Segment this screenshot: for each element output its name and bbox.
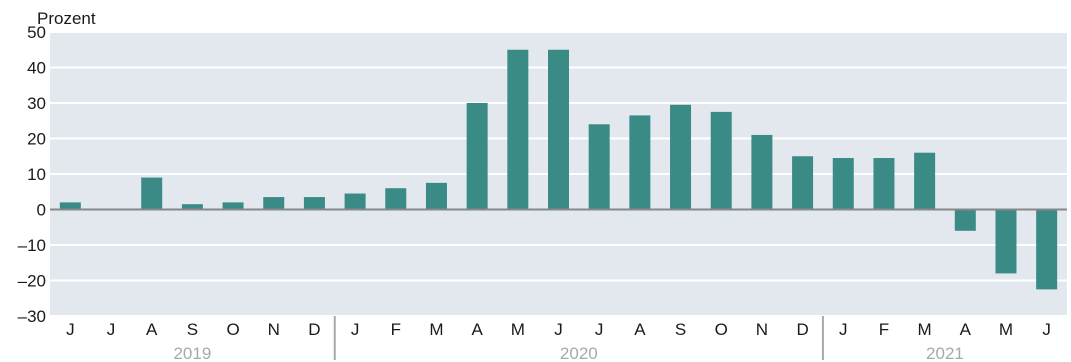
bar (222, 202, 244, 210)
x-tick-label: J (1042, 320, 1051, 339)
x-tick-label: D (796, 320, 808, 339)
bar (303, 197, 325, 210)
y-tick-label: 10 (27, 165, 46, 184)
bar (751, 134, 773, 210)
year-label: 2020 (560, 344, 598, 362)
y-axis-ticks: 50 40 30 20 10 0 –10 –20 –30 (18, 23, 46, 326)
x-tick-label: A (471, 320, 483, 339)
x-tick-label: O (715, 320, 728, 339)
bar (59, 202, 81, 210)
bar (181, 204, 203, 210)
x-tick-label: J (66, 320, 75, 339)
x-tick-label: J (554, 320, 563, 339)
y-tick-label: –20 (18, 272, 46, 291)
bar (385, 188, 407, 210)
x-tick-label: N (268, 320, 280, 339)
y-tick-label: –30 (18, 307, 46, 326)
bar (995, 209, 1017, 274)
x-tick-label: S (675, 320, 686, 339)
x-tick-label: J (107, 320, 116, 339)
bar (507, 49, 529, 210)
bar (832, 158, 854, 210)
x-tick-label: M (918, 320, 932, 339)
year-axis: 2019 2020 2021 (173, 316, 964, 362)
y-axis-unit-label: Prozent (37, 9, 96, 28)
x-tick-label: F (391, 320, 401, 339)
bar (141, 177, 163, 210)
x-tick-label: D (308, 320, 320, 339)
y-tick-label: 40 (27, 59, 46, 78)
x-tick-label: F (879, 320, 889, 339)
x-tick-label: M (511, 320, 525, 339)
x-tick-label: J (595, 320, 604, 339)
x-tick-label: A (634, 320, 646, 339)
bar (344, 193, 366, 210)
x-tick-label: A (960, 320, 972, 339)
x-tick-label: M (429, 320, 443, 339)
bar (954, 209, 976, 231)
year-label: 2019 (173, 344, 211, 362)
y-tick-label: 20 (27, 130, 46, 149)
x-tick-label: J (351, 320, 360, 339)
bar (548, 49, 569, 210)
x-tick-label: N (756, 320, 768, 339)
bar (629, 115, 651, 210)
bars (59, 49, 1058, 290)
year-label: 2021 (926, 344, 964, 362)
bar (466, 103, 488, 210)
y-tick-label: –10 (18, 236, 46, 255)
y-tick-label: 0 (37, 201, 46, 220)
y-tick-label: 30 (27, 94, 46, 113)
bar (670, 104, 692, 210)
bar (914, 152, 936, 210)
bar (263, 197, 285, 210)
bar (792, 156, 814, 210)
x-tick-label: O (226, 320, 239, 339)
x-tick-label: M (999, 320, 1013, 339)
x-tick-label: J (839, 320, 848, 339)
bar (588, 124, 610, 210)
bar (425, 182, 447, 210)
bar (873, 158, 895, 210)
x-tick-label: A (146, 320, 158, 339)
x-tick-label: S (187, 320, 198, 339)
y-tick-label: 50 (27, 23, 46, 42)
bar (710, 111, 732, 210)
bar (1036, 209, 1058, 290)
